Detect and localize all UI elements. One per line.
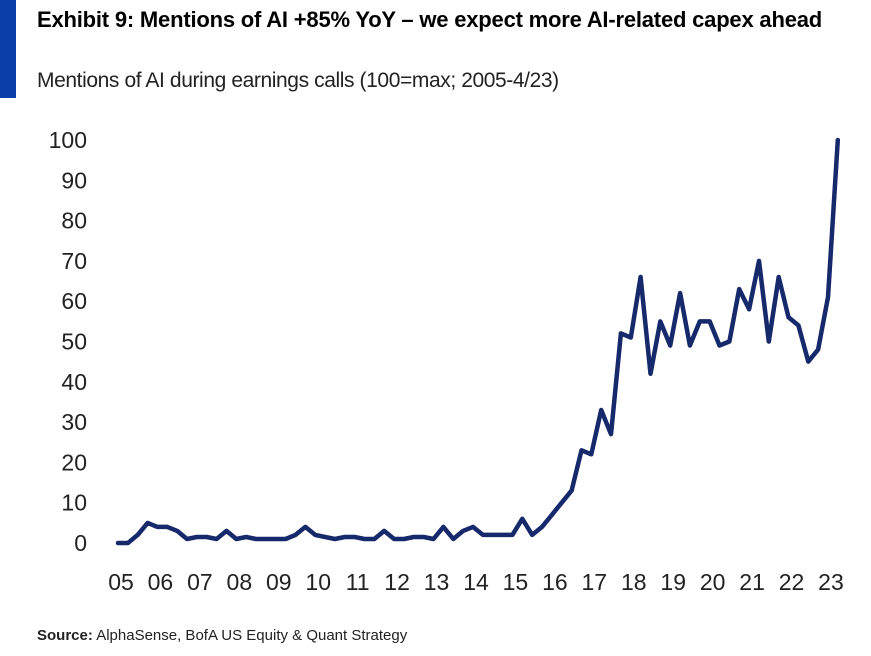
x-tick-label: 11 bbox=[346, 569, 370, 595]
x-tick-label: 15 bbox=[503, 569, 529, 595]
y-tick-label: 70 bbox=[61, 248, 87, 274]
x-tick-label: 16 bbox=[542, 569, 568, 595]
series-line bbox=[115, 137, 841, 546]
source-note: Source: AlphaSense, BofA US Equity & Qua… bbox=[37, 627, 407, 644]
x-tick-label: 07 bbox=[187, 569, 213, 595]
y-tick-label: 80 bbox=[61, 208, 87, 234]
x-tick-label: 20 bbox=[700, 569, 726, 595]
y-tick-label: 10 bbox=[61, 490, 87, 516]
chart-subtitle: Mentions of AI during earnings calls (10… bbox=[37, 69, 559, 92]
x-tick-label: 17 bbox=[582, 569, 608, 595]
series-group bbox=[115, 137, 841, 546]
y-axis-tick-labels: 0 10 20 30 40 50 60 70 80 90 100 bbox=[49, 127, 87, 556]
y-tick-label: 20 bbox=[61, 449, 87, 475]
x-tick-label: 09 bbox=[266, 569, 292, 595]
x-tick-label: 12 bbox=[384, 569, 410, 595]
y-tick-label: 0 bbox=[74, 530, 87, 556]
x-tick-label: 21 bbox=[739, 569, 765, 595]
y-tick-label: 40 bbox=[61, 369, 87, 395]
y-tick-label: 50 bbox=[61, 329, 87, 355]
source-label: Source: bbox=[37, 627, 93, 644]
y-tick-label: 90 bbox=[61, 167, 87, 193]
x-tick-label: 23 bbox=[818, 569, 844, 595]
x-tick-label: 13 bbox=[424, 569, 450, 595]
x-tick-label: 05 bbox=[108, 569, 134, 595]
x-tick-label: 22 bbox=[779, 569, 805, 595]
accent-bar bbox=[0, 0, 16, 98]
x-tick-label: 14 bbox=[463, 569, 489, 595]
x-tick-label: 10 bbox=[305, 569, 331, 595]
x-tick-label: 19 bbox=[660, 569, 686, 595]
x-tick-label: 18 bbox=[621, 569, 647, 595]
x-tick-label: 06 bbox=[148, 569, 174, 595]
source-text: AlphaSense, BofA US Equity & Quant Strat… bbox=[96, 627, 408, 644]
x-axis-tick-labels: 05 06 07 08 09 10 11 12 13 14 15 16 17 18 19 20 21 22 23 bbox=[108, 569, 844, 595]
y-tick-label: 100 bbox=[49, 127, 87, 153]
chart-title: Exhibit 9: Mentions of AI +85% YoY – we … bbox=[37, 7, 822, 32]
x-tick-label: 08 bbox=[227, 569, 253, 595]
y-tick-label: 30 bbox=[61, 409, 87, 435]
y-tick-label: 60 bbox=[61, 288, 87, 314]
